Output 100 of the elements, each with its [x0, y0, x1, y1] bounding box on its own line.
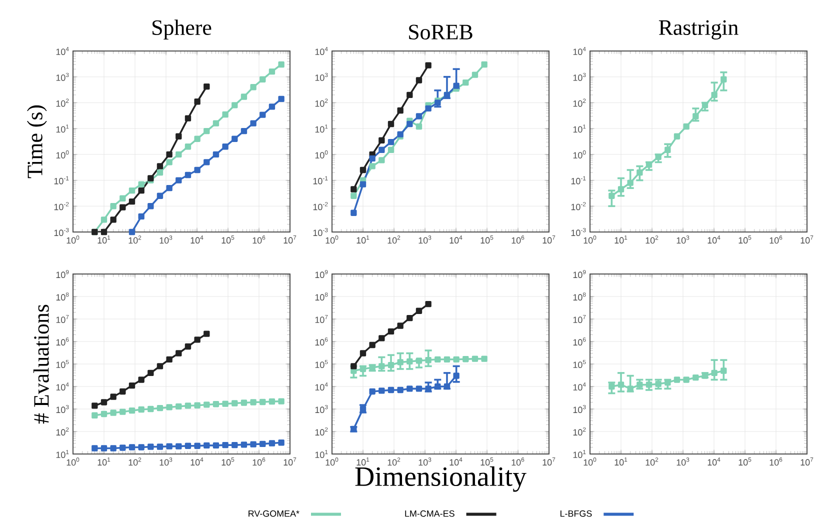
x-tick-label: 10$^{5}$ [738, 458, 752, 466]
legend-label: RV-GOMEA* [248, 510, 300, 517]
y-tick-label: 10$^{1}$ [315, 450, 328, 458]
x-tick-label: 10$^{2}$ [388, 236, 400, 244]
y-tick-label: 10$^{-1}$ [54, 176, 69, 184]
y-axis-title: Time (s) [26, 105, 47, 178]
y-tick-label: 10$^{8}$ [573, 292, 586, 301]
y-tick-label: 10$^{2}$ [573, 98, 586, 107]
x-tick-label: 10$^{7}$ [800, 236, 814, 244]
y-tick-label: 10$^{3}$ [56, 404, 69, 414]
y-tick-label: 10$^{-2}$ [313, 202, 328, 210]
y-tick-label: 10$^{-3}$ [313, 228, 328, 236]
x-tick-label: 10$^{3}$ [418, 458, 432, 466]
x-tick-label: 10$^{6}$ [252, 458, 266, 466]
x-tick-label: 10$^{6}$ [252, 236, 266, 244]
y-tick-label: 10$^{2}$ [315, 427, 328, 436]
x-tick-label: 10$^{6}$ [512, 458, 524, 466]
x-tick-label: 10$^{1}$ [98, 458, 110, 466]
y-tick-label: 10$^{4}$ [56, 46, 69, 56]
x-tick-label: 10$^{1}$ [356, 458, 370, 466]
x-tick-label: 10$^{4}$ [190, 236, 204, 244]
y-tick-label: 10$^{4}$ [56, 382, 69, 391]
legend-label: L-BFGS [560, 510, 592, 517]
x-tick-label: 10$^{7}$ [284, 458, 296, 466]
x-tick-label: 10$^{4}$ [708, 236, 720, 244]
x-tick-label: 10$^{3}$ [160, 458, 172, 466]
y-tick-label: 10$^{-2}$ [571, 202, 586, 210]
x-tick-label: 10$^{0}$ [66, 458, 80, 466]
y-tick-label: 10$^{6}$ [56, 337, 69, 346]
y-tick-label: 10$^{2}$ [56, 98, 69, 107]
x-tick-label: 10$^{2}$ [128, 458, 142, 466]
y-tick-label: 10$^{3}$ [573, 404, 586, 414]
y-tick-label: 10$^{1}$ [315, 124, 328, 133]
x-tick-label: 10$^{5}$ [222, 236, 234, 244]
y-tick-label: 10$^{1}$ [56, 124, 69, 133]
chart-title: Rastrigin [658, 20, 738, 40]
y-tick-label: 10$^{-3}$ [571, 228, 586, 236]
y-tick-label: 10$^{4}$ [315, 46, 328, 56]
x-tick-label: 10$^{2}$ [388, 458, 400, 466]
y-tick-label: 10$^{9}$ [573, 270, 586, 278]
x-tick-label: 10$^{7}$ [542, 236, 556, 244]
x-tick-label: 10$^{7}$ [284, 236, 296, 244]
x-tick-label: 10$^{3}$ [418, 236, 432, 244]
x-tick-label: 10$^{3}$ [676, 458, 690, 466]
y-tick-label: 10$^{2}$ [573, 427, 586, 436]
y-tick-label: 10$^{4}$ [315, 382, 328, 391]
y-tick-label: 10$^{2}$ [315, 98, 328, 107]
y-tick-label: 10$^{4}$ [573, 382, 586, 391]
x-tick-label: 10$^{0}$ [584, 236, 596, 244]
x-tick-label: 10$^{6}$ [512, 236, 524, 244]
x-tick-label: 10$^{2}$ [646, 236, 658, 244]
y-tick-label: 10$^{9}$ [56, 270, 69, 278]
chart-title: SoREB [409, 24, 472, 40]
x-tick-label: 10$^{5}$ [480, 236, 494, 244]
y-tick-label: 10$^{7}$ [573, 314, 586, 324]
x-tick-label: 10$^{1}$ [356, 236, 370, 244]
chart-title: Sphere [152, 20, 212, 40]
y-tick-label: 10$^{0}$ [315, 150, 328, 158]
y-tick-label: 10$^{8}$ [315, 292, 328, 301]
y-tick-label: 10$^{-2}$ [54, 202, 69, 210]
y-tick-label: 10$^{7}$ [56, 314, 69, 324]
y-tick-label: 10$^{1}$ [573, 124, 586, 133]
x-tick-label: 10$^{0}$ [326, 236, 338, 244]
y-tick-label: 10$^{3}$ [573, 72, 586, 81]
x-tick-label: 10$^{6}$ [770, 236, 782, 244]
x-tick-label: 10$^{0}$ [66, 236, 80, 244]
x-tick-label: 10$^{4}$ [190, 458, 204, 466]
y-tick-label: 10$^{1}$ [573, 450, 586, 458]
y-tick-label: 10$^{2}$ [56, 427, 69, 436]
x-tick-label: 10$^{7}$ [800, 458, 814, 466]
x-tick-label: 10$^{0}$ [326, 458, 338, 466]
x-tick-label: 10$^{5}$ [222, 458, 234, 466]
y-tick-label: 10$^{5}$ [56, 360, 69, 368]
x-tick-label: 10$^{2}$ [128, 236, 142, 244]
x-tick-label: 10$^{3}$ [676, 236, 690, 244]
y-tick-label: 10$^{5}$ [573, 360, 586, 368]
x-tick-label: 10$^{4}$ [708, 458, 720, 466]
y-tick-label: 10$^{3}$ [315, 404, 328, 414]
x-tick-label: 10$^{4}$ [450, 458, 462, 466]
y-tick-label: 10$^{1}$ [56, 450, 69, 458]
y-tick-label: 10$^{7}$ [315, 315, 328, 324]
x-tick-label: 10$^{3}$ [160, 236, 172, 244]
y-tick-label: 10$^{0}$ [56, 150, 69, 158]
y-tick-label: 10$^{3}$ [315, 72, 328, 81]
x-tick-label: 10$^{1}$ [98, 236, 110, 244]
y-tick-label: 10$^{0}$ [573, 150, 586, 158]
y-tick-label: 10$^{5}$ [315, 360, 328, 368]
legend-label: LM-CMA-ES [405, 510, 454, 517]
x-tick-label: 10$^{5}$ [480, 458, 494, 466]
x-tick-label: 10$^{4}$ [450, 236, 462, 244]
x-tick-label: 10$^{1}$ [614, 458, 628, 466]
x-axis-title: Dimensionality [355, 466, 526, 492]
x-tick-label: 10$^{7}$ [542, 458, 556, 466]
y-tick-label: 10$^{8}$ [56, 292, 69, 301]
y-axis-title: # Evaluations [33, 304, 49, 424]
y-tick-label: 10$^{6}$ [573, 337, 586, 346]
x-tick-label: 10$^{6}$ [770, 458, 782, 466]
x-tick-label: 10$^{2}$ [646, 458, 658, 466]
y-tick-label: 10$^{9}$ [315, 270, 328, 278]
y-tick-label: 10$^{-1}$ [571, 176, 586, 184]
